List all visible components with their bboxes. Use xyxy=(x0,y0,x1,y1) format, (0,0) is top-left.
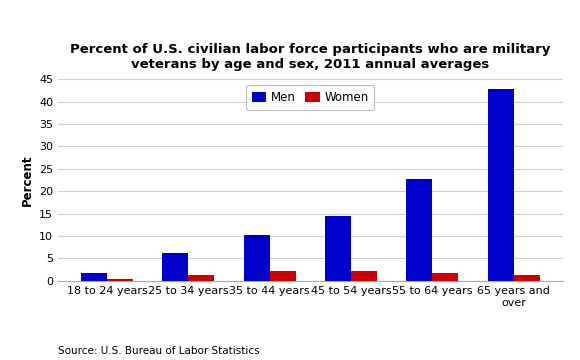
Bar xyxy=(162,253,188,281)
Bar xyxy=(514,275,539,281)
Bar xyxy=(81,273,107,281)
Text: Source: U.S. Bureau of Labor Statistics: Source: U.S. Bureau of Labor Statistics xyxy=(58,346,260,356)
Bar xyxy=(432,273,458,281)
Legend: Men, Women: Men, Women xyxy=(246,85,374,110)
Bar xyxy=(351,271,377,281)
Bar xyxy=(488,89,514,281)
Bar xyxy=(188,275,215,281)
Bar xyxy=(325,216,351,281)
Y-axis label: Percent: Percent xyxy=(20,154,34,206)
Bar xyxy=(406,179,432,281)
Bar xyxy=(270,271,296,281)
Bar xyxy=(107,279,133,281)
Title: Percent of U.S. civilian labor force participants who are military
veterans by a: Percent of U.S. civilian labor force par… xyxy=(70,43,550,71)
Bar xyxy=(244,235,270,281)
